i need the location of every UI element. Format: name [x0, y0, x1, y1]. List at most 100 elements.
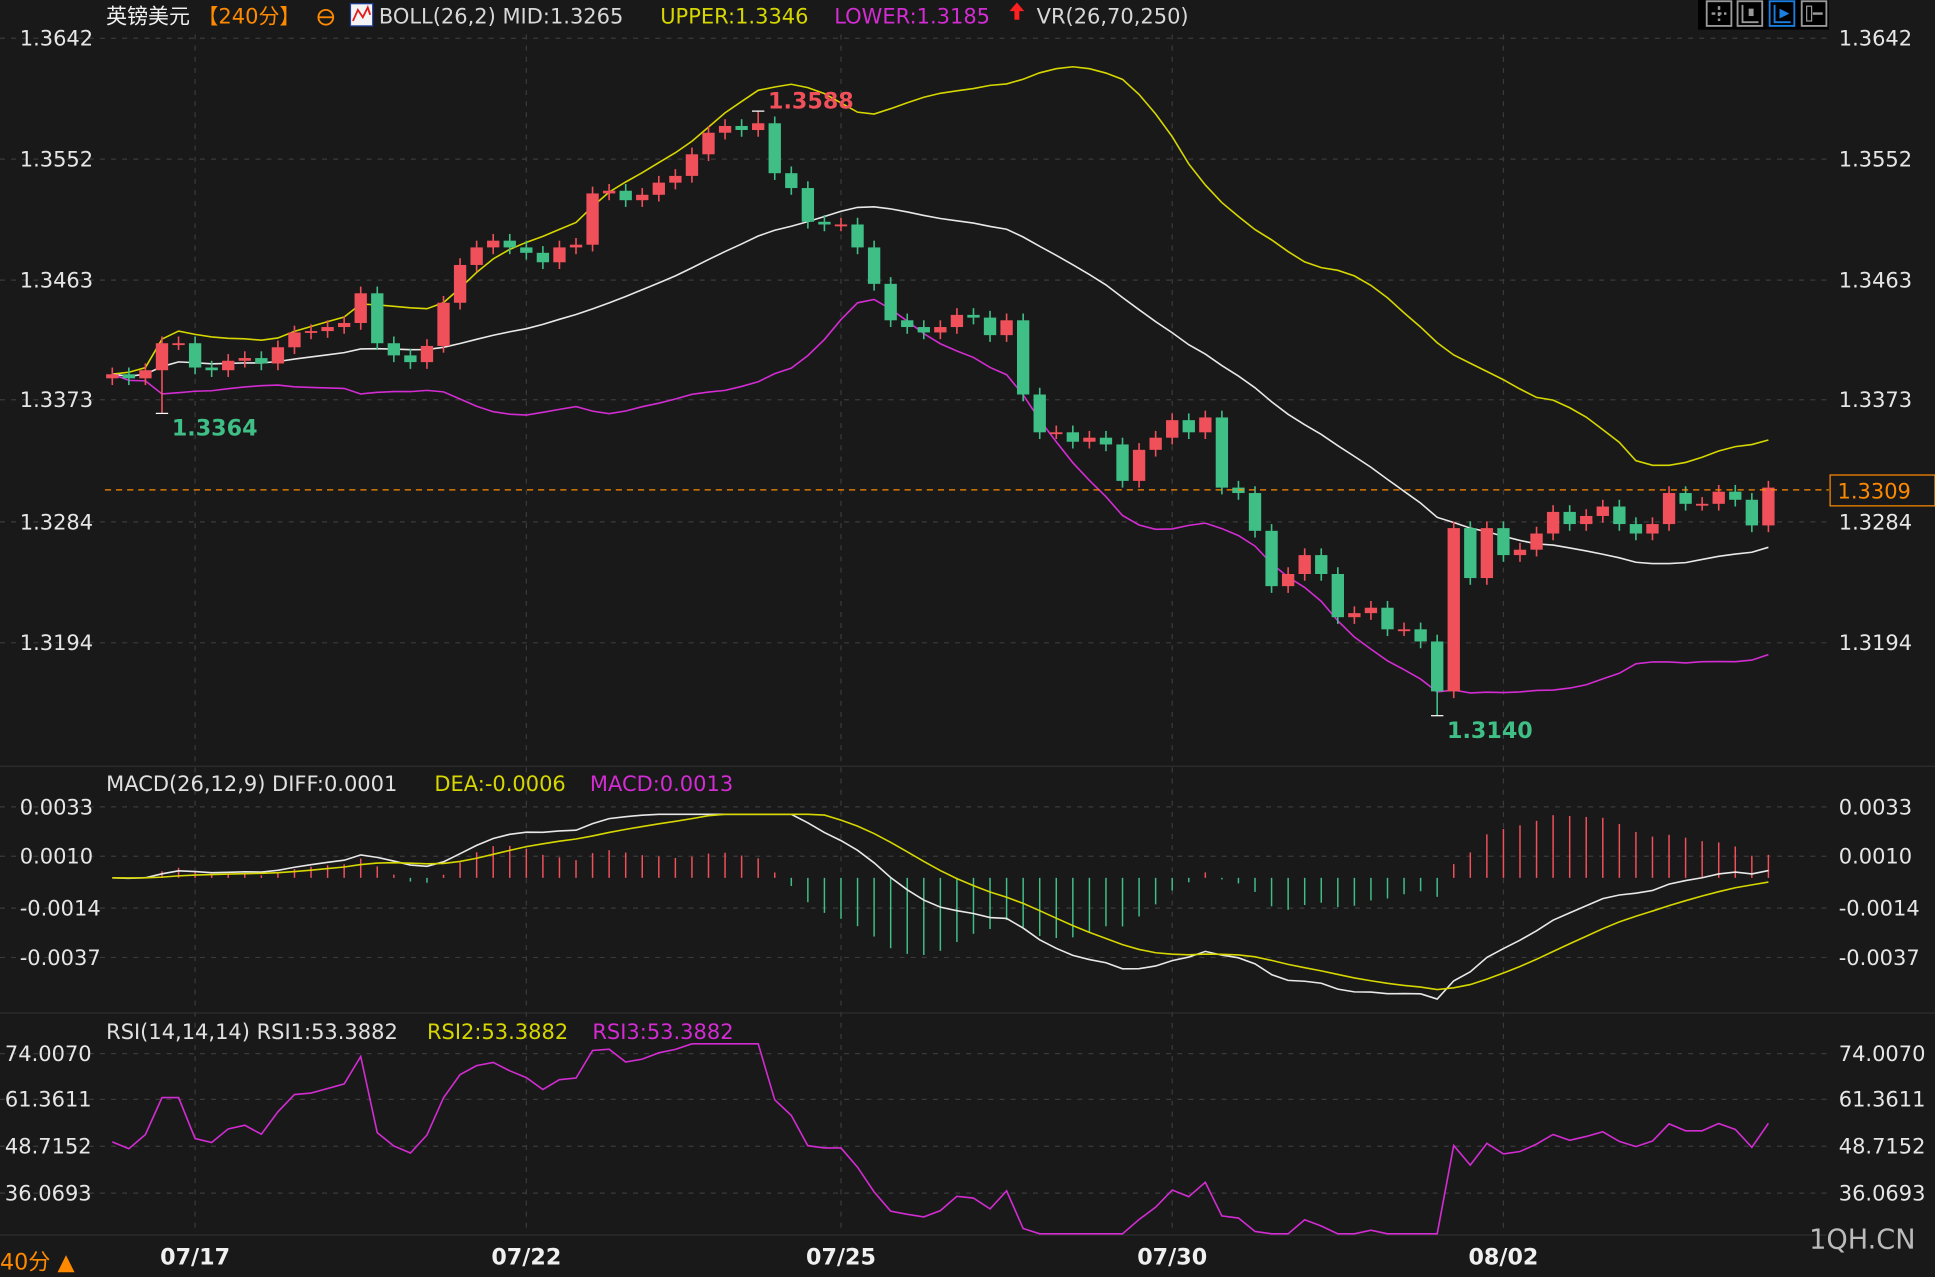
macd-tick-right: -0.0037: [1839, 946, 1920, 970]
chart-indicator-icon[interactable]: [1736, 0, 1764, 27]
candle-down: [1331, 573, 1344, 618]
candle-down: [1265, 530, 1278, 587]
macd-title[interactable]: MACD(26,12,9) DIFF:0.0001: [106, 772, 397, 796]
candle-up: [934, 327, 947, 333]
candle-up: [602, 190, 616, 194]
vr-indicator[interactable]: VR(26,70,250): [1037, 4, 1189, 28]
candle-up: [1149, 437, 1162, 450]
candle-up: [354, 293, 367, 323]
candle-up: [1762, 487, 1775, 526]
candle-up: [1712, 491, 1725, 504]
date-label: 07/25: [806, 1245, 876, 1271]
candle-down: [851, 224, 864, 248]
add-indicator-icon[interactable]: [317, 8, 335, 26]
candle-down: [1414, 629, 1427, 642]
price-tick-left: 1.3463: [20, 268, 93, 292]
candle-down: [867, 247, 881, 284]
candle-up: [155, 343, 169, 371]
candle-up: [337, 322, 351, 328]
candle-up: [1530, 533, 1543, 550]
rsi-line: [111, 1043, 1770, 1235]
candle-down: [1679, 493, 1692, 504]
macd-tick-left: 0.0033: [20, 795, 93, 819]
price-tick-right: 1.3552: [1839, 148, 1912, 172]
watermark: 1QH.CN: [1809, 1225, 1915, 1256]
candle-up: [685, 154, 699, 176]
candle-up: [1050, 432, 1063, 435]
candle-down: [1016, 320, 1030, 395]
macd-tick-left: -0.0014: [20, 896, 101, 920]
price-tick-left: 1.3284: [20, 510, 93, 534]
boll-indicator-icon[interactable]: [349, 3, 374, 27]
candle-up: [106, 374, 119, 379]
candle-down: [983, 317, 997, 336]
candle-up: [1083, 437, 1096, 442]
candle-down: [1248, 493, 1262, 531]
candle-down: [520, 247, 533, 253]
candle-down: [1613, 506, 1626, 525]
candle-up: [718, 125, 732, 133]
candle-down: [1729, 491, 1742, 500]
rsi-title[interactable]: RSI(14,14,14) RSI1:53.3882: [106, 1020, 398, 1044]
candle-up: [470, 247, 483, 265]
candle-down: [1215, 417, 1229, 488]
rsi-tick-right: 48.7152: [1839, 1135, 1926, 1159]
macd-tick-right: 0.0010: [1839, 845, 1912, 869]
exit-icon[interactable]: [1800, 0, 1828, 27]
current-price-box: [1829, 474, 1935, 507]
crosshair-icon[interactable]: [1705, 0, 1733, 27]
extreme-label: 1.3364: [172, 416, 258, 442]
macd-dea: DEA:-0.0006: [434, 772, 565, 796]
price-tick-right: 1.3642: [1839, 27, 1912, 51]
candlesticks[interactable]: [106, 111, 1775, 716]
candle-up: [321, 327, 334, 332]
price-tick-left: 1.3373: [20, 388, 93, 412]
candle-down: [1629, 524, 1643, 534]
rsi-tick-right: 61.3611: [1839, 1088, 1926, 1112]
candle-up: [752, 123, 765, 131]
toolbar: [1698, 0, 1829, 30]
candle-down: [255, 358, 268, 364]
date-label: 07/17: [160, 1245, 230, 1271]
candle-up: [553, 247, 566, 263]
macd-tick-left: 0.0010: [20, 845, 93, 869]
candle-up: [586, 193, 599, 245]
candle-up: [652, 182, 665, 195]
candle-up: [1596, 506, 1609, 516]
price-tick-right: 1.3463: [1839, 268, 1912, 292]
period-short-label[interactable]: 40分 ▲: [0, 1250, 76, 1276]
candle-up: [1348, 613, 1361, 618]
candle-up: [139, 370, 152, 379]
price-tick-right: 1.3194: [1839, 631, 1912, 655]
candle-down: [387, 343, 401, 356]
candle-up: [1646, 524, 1659, 534]
candle-down: [1182, 420, 1195, 433]
current-price-label: 1.3309: [1838, 479, 1911, 503]
candle-down: [1066, 432, 1080, 442]
candle-down: [1033, 394, 1046, 433]
candle-down: [1464, 528, 1477, 579]
price-tick-right: 1.3284: [1839, 510, 1912, 534]
boll-upper-line: [112, 65, 1769, 467]
macd-value: MACD:0.0013: [590, 772, 733, 796]
candle-down: [404, 355, 417, 363]
zoom-right-icon[interactable]: [1768, 0, 1796, 27]
extreme-label: 1.3588: [768, 89, 854, 115]
candle-down: [1116, 444, 1129, 481]
candle-up: [569, 244, 583, 248]
boll-lower: LOWER:1.3185: [834, 4, 990, 28]
boll-upper: UPPER:1.3346: [660, 4, 808, 28]
candle-up: [271, 347, 285, 364]
candle-up: [1166, 420, 1179, 438]
candle-down: [801, 188, 815, 222]
candle-up: [1364, 607, 1378, 614]
period-label[interactable]: 【240分】: [197, 4, 300, 28]
candle-up: [1281, 573, 1295, 587]
rsi3-value: RSI3:53.3882: [592, 1020, 733, 1044]
candle-down: [901, 320, 914, 328]
candle-up: [1546, 511, 1560, 534]
rsi-tick-left: 61.3611: [5, 1088, 92, 1112]
candle-up: [636, 194, 649, 201]
